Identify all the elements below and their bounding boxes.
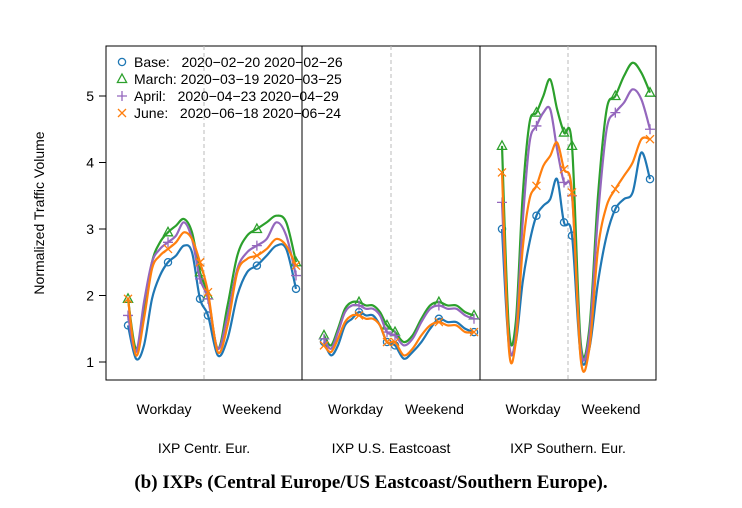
- series-point: [609, 89, 622, 101]
- series-point: [530, 106, 543, 117]
- series-point: [319, 333, 329, 344]
- segment-label: Weekend: [223, 401, 282, 417]
- series-point: [645, 174, 655, 184]
- legend-marker: [117, 57, 127, 67]
- y-tick-label: 5: [86, 88, 94, 104]
- series-point: [644, 86, 656, 97]
- series-point: [559, 218, 569, 227]
- series-point: [497, 168, 507, 177]
- segment-label: Workday: [137, 401, 192, 417]
- legend-marker: [116, 72, 128, 84]
- series-point: [558, 126, 570, 137]
- series-point: [291, 284, 301, 294]
- series-line: [500, 88, 652, 362]
- series-point: [531, 120, 542, 131]
- series-line: [126, 243, 298, 361]
- legend-label: March: 2020−03−19 2020−03−25: [134, 71, 342, 87]
- series-point: [195, 273, 205, 284]
- series-point: [559, 164, 569, 174]
- panel-label: IXP Centr. Eur.: [158, 440, 250, 456]
- chart: 1 2 3 4 5 Normalized Traffic Volume Workday Wee…: [31, 45, 657, 456]
- series-point: [162, 225, 174, 237]
- legend-marker: [117, 108, 127, 118]
- series-line: [126, 231, 297, 357]
- series-point: [195, 257, 205, 267]
- legend-label: April: 2020−04−23 2020−04−29: [134, 88, 339, 104]
- series-point: [354, 310, 364, 320]
- plot-frame: [105, 45, 657, 381]
- legend-label: Base: 2020−02−20 2020−02−26: [134, 54, 343, 70]
- y-tick-label: 4: [86, 155, 94, 171]
- chart-svg: 1 2 3 4 5 Normalized Traffic Volume Workday Wee…: [31, 45, 657, 456]
- series-point: [611, 204, 620, 214]
- series-point: [354, 300, 364, 311]
- series-point: [390, 337, 400, 347]
- series-point: [469, 327, 479, 337]
- series-point: [319, 340, 329, 350]
- series-point: [252, 251, 262, 261]
- y-tick-label: 1: [86, 354, 94, 370]
- series-line: [500, 61, 652, 359]
- series-point: [469, 313, 479, 324]
- series-point: [645, 124, 655, 135]
- series-line: [126, 221, 298, 354]
- series-point: [566, 139, 578, 151]
- segment-label: Workday: [328, 401, 383, 417]
- legend-marker: [117, 91, 127, 101]
- y-axis-label: Normalized Traffic Volume: [31, 131, 47, 294]
- series-point: [434, 317, 444, 327]
- series-point: [390, 330, 400, 341]
- segment-label: Weekend: [405, 401, 464, 417]
- y-tick-label: 3: [86, 221, 94, 237]
- segment-label: Weekend: [582, 401, 641, 417]
- series-line: [500, 136, 651, 373]
- series-point: [496, 139, 508, 151]
- figure-caption: (b) IXPs (Central Europe/US Eastcoast/So…: [134, 472, 608, 493]
- series-point: [567, 187, 577, 197]
- panel-label: IXP Southern. Eur.: [510, 440, 626, 456]
- series-point: [433, 300, 444, 311]
- series-point: [163, 244, 173, 254]
- series-line: [323, 303, 475, 350]
- series-point: [532, 211, 541, 220]
- series-point: [610, 184, 620, 194]
- y-tick-label: 2: [86, 288, 94, 304]
- series-point: [291, 261, 301, 271]
- series-point: [252, 261, 262, 270]
- panel-label: IXP U.S. Eastcoast: [332, 440, 451, 456]
- series-line: [500, 151, 652, 366]
- series-point: [123, 294, 133, 304]
- series-point: [123, 310, 133, 321]
- series-point: [251, 240, 262, 251]
- series-point: [203, 287, 213, 297]
- legend-label: June: 2020−06−18 2020−06−24: [134, 105, 341, 121]
- series-point: [559, 177, 569, 188]
- series-point: [382, 337, 392, 347]
- series-point: [163, 237, 173, 248]
- series-line: [323, 310, 475, 360]
- series-point: [251, 222, 263, 234]
- series-line: [323, 313, 475, 357]
- segment-label: Workday: [506, 401, 561, 417]
- series-point: [163, 257, 173, 267]
- series-point: [531, 181, 541, 191]
- series-point: [610, 107, 621, 118]
- series-point: [291, 270, 301, 281]
- series-point: [645, 134, 655, 144]
